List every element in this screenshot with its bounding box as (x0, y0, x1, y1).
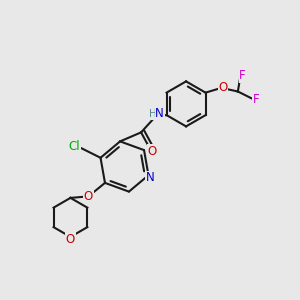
Text: F: F (253, 93, 259, 106)
Text: N: N (146, 171, 154, 184)
Text: Cl: Cl (68, 140, 80, 153)
Text: F: F (239, 69, 246, 82)
Text: H: H (149, 110, 157, 119)
Text: O: O (218, 81, 227, 94)
Text: O: O (84, 190, 93, 203)
Text: O: O (66, 233, 75, 246)
Text: N: N (155, 107, 164, 120)
Text: O: O (148, 145, 157, 158)
